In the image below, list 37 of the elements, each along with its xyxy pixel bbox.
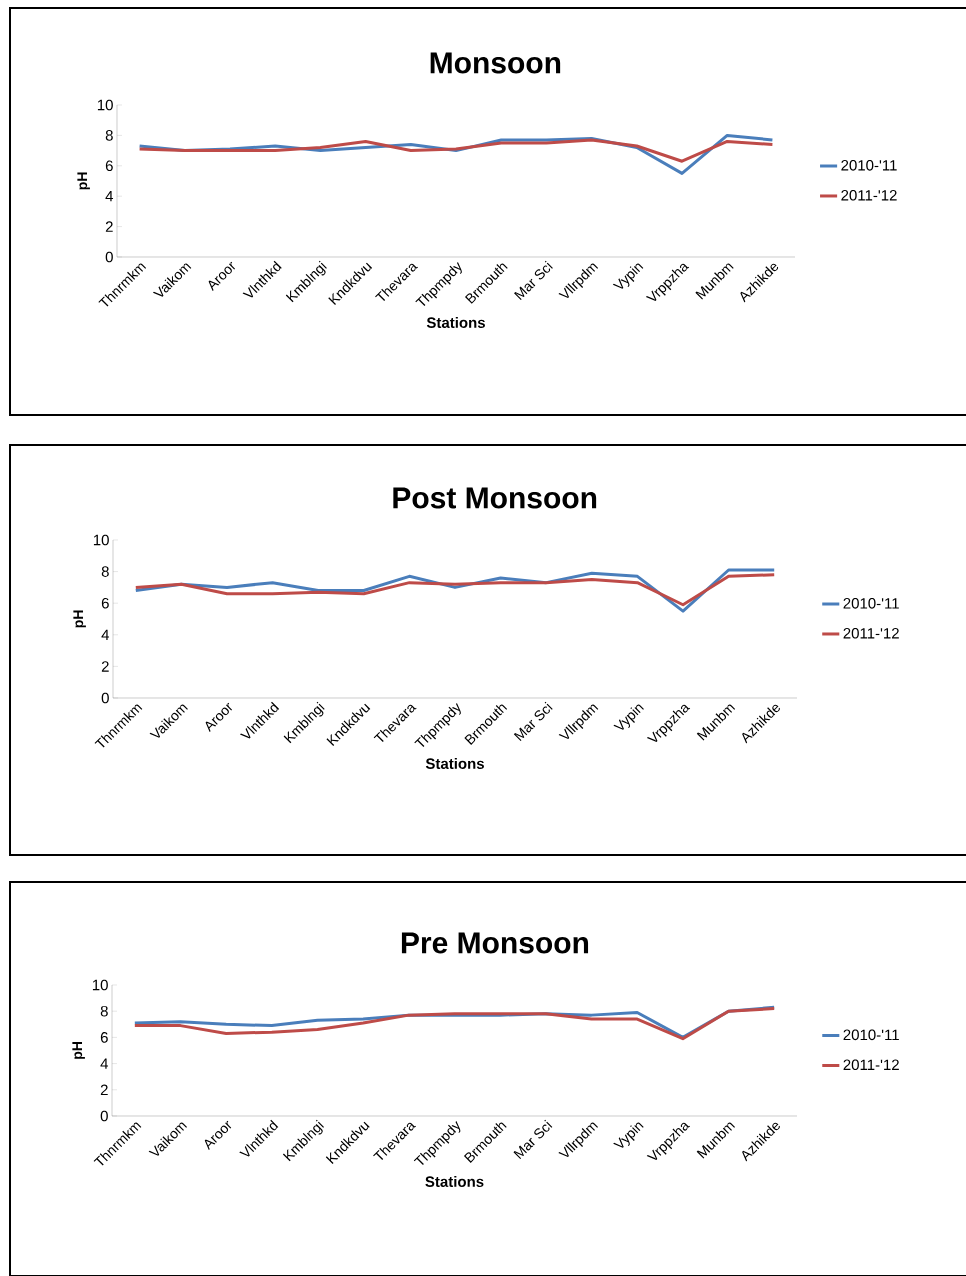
x-axis-title: Stations: [426, 316, 485, 328]
legend-label: 2010-'11: [841, 160, 897, 171]
y-tick-label: 0: [101, 692, 109, 704]
y-tick-label: 8: [101, 566, 109, 577]
line-series: [134, 573, 776, 607]
legend-label: 2010-'11: [843, 598, 899, 609]
x-axis-title: Stations: [425, 757, 484, 769]
y-tick-label: 8: [100, 1005, 108, 1017]
y-tick-label: 0: [105, 251, 113, 263]
x-tick-label: Mar Sci: [514, 260, 553, 301]
y-tick-label: 10: [97, 99, 113, 111]
legend-label: 2011-'12: [843, 627, 899, 639]
y-axis-title: pH: [73, 610, 86, 628]
y-axis-title: pH: [72, 1042, 85, 1059]
y-tick-label: 2: [105, 221, 113, 232]
x-axis-title: Stations: [425, 1175, 484, 1187]
y-tick-label: 10: [92, 979, 108, 991]
y-tick-label: 0: [100, 1110, 108, 1122]
legend-label: 2011-'12: [841, 189, 897, 201]
legend-label: 2010-'11: [843, 1029, 899, 1041]
chart-title: Post Monsoon: [393, 487, 597, 509]
x-tick-label: Mar Sci: [513, 701, 553, 742]
y-tick-label: 8: [105, 130, 113, 141]
legend-label: 2011-'12: [843, 1059, 899, 1071]
y-tick-label: 2: [100, 1084, 108, 1096]
chart-title: Pre Monsoon: [401, 932, 589, 954]
y-tick-label: 10: [93, 534, 109, 546]
x-tick-label: Mar Sci: [513, 1119, 553, 1160]
y-tick-label: 4: [105, 191, 114, 202]
y-tick-label: 4: [101, 629, 110, 640]
y-tick-label: 4: [100, 1058, 109, 1069]
y-tick-label: 2: [101, 661, 109, 672]
y-axis-title: pH: [77, 172, 90, 190]
y-tick-label: 6: [105, 160, 113, 172]
y-tick-label: 6: [100, 1032, 108, 1043]
chart-title: Monsoon: [430, 52, 561, 74]
y-tick-label: 6: [101, 597, 109, 609]
